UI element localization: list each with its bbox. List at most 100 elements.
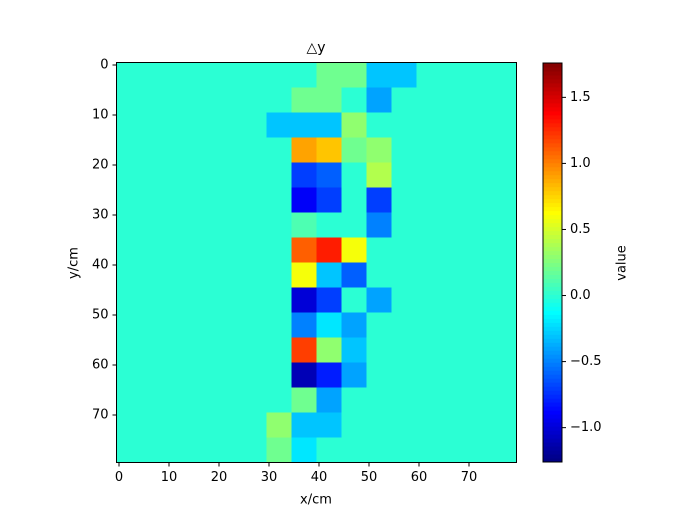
colorbar-step: [543, 70, 562, 76]
colorbar-step: [543, 390, 562, 395]
heatmap-cell: [291, 412, 317, 438]
colorbar-step: [543, 230, 562, 236]
heatmap-cell: [191, 387, 217, 413]
heatmap-cell: [366, 162, 392, 188]
heatmap-cell: [166, 162, 192, 188]
colorbar-step: [543, 282, 562, 287]
colorbar-step: [543, 150, 562, 156]
colorbar-step: [543, 190, 562, 196]
heatmap-cell: [216, 337, 242, 363]
colorbar-step: [543, 406, 562, 411]
x-tick-label: 0: [115, 470, 123, 485]
heatmap-cell: [441, 262, 467, 288]
heatmap-cell: [141, 312, 167, 338]
heatmap-cell: [116, 312, 142, 338]
heatmap-cell: [141, 387, 167, 413]
heatmap-cell: [466, 87, 492, 113]
colorbar-step: [543, 422, 562, 427]
heatmap-cell: [166, 237, 192, 263]
colorbar-step: [543, 174, 562, 180]
heatmap-cell: [391, 62, 417, 88]
heatmap-cell: [366, 337, 392, 363]
colorbar-step: [543, 242, 562, 248]
heatmap-cell: [416, 162, 442, 188]
heatmap-cell: [266, 62, 292, 88]
heatmap-cell: [266, 137, 292, 163]
heatmap-cell: [266, 412, 292, 438]
heatmap-cell: [491, 212, 517, 238]
heatmap-cell: [441, 237, 467, 263]
heatmap-cell: [216, 437, 242, 463]
heatmap-cell: [216, 137, 242, 163]
y-tick-label: 20: [92, 158, 109, 173]
colorbar-step: [543, 142, 562, 148]
colorbar-step: [543, 154, 562, 160]
heatmap-cell: [391, 287, 417, 313]
colorbar-step: [543, 198, 562, 204]
heatmap-cell: [291, 87, 317, 113]
colorbar-tick-label: 0.0: [570, 288, 591, 303]
colorbar-step: [543, 322, 562, 327]
heatmap-cell: [116, 137, 142, 163]
heatmap-cell: [366, 412, 392, 438]
colorbar-step: [543, 86, 562, 92]
colorbar-step: [543, 234, 562, 240]
heatmap-cell: [166, 362, 192, 388]
heatmap-cell: [391, 412, 417, 438]
heatmap-cell: [391, 212, 417, 238]
heatmap-cell: [166, 212, 192, 238]
colorbar-step: [543, 418, 562, 423]
heatmap-cell: [441, 62, 467, 88]
heatmap-cell: [391, 137, 417, 163]
heatmap-cell: [466, 312, 492, 338]
heatmap-cell: [191, 62, 217, 88]
heatmap-cell: [241, 337, 267, 363]
heatmap-cell: [341, 387, 367, 413]
heatmap-cell: [191, 412, 217, 438]
colorbar-step: [543, 294, 562, 299]
heatmap-cell: [291, 337, 317, 363]
colorbar-step: [543, 63, 562, 68]
heatmap-cell: [166, 312, 192, 338]
heatmap-cell: [366, 87, 392, 113]
heatmap-cell: [241, 262, 267, 288]
heatmap-cell: [166, 412, 192, 438]
heatmap-cell: [116, 412, 142, 438]
colorbar-step: [543, 262, 562, 267]
colorbar-step: [543, 290, 562, 295]
heatmap-cell: [366, 437, 392, 463]
colorbar-tick-label: 1.0: [570, 156, 591, 171]
heatmap-cell: [191, 337, 217, 363]
heatmap-cell: [166, 62, 192, 88]
colorbar-step: [543, 238, 562, 244]
heatmap-cell: [391, 312, 417, 338]
colorbar-step: [543, 374, 562, 379]
heatmap-cell: [341, 237, 367, 263]
heatmap-cell: [141, 187, 167, 213]
heatmap-cell: [216, 262, 242, 288]
heatmap-cell: [491, 187, 517, 213]
heatmap-cell: [166, 187, 192, 213]
colorbar-step: [543, 126, 562, 132]
heatmap-cell: [166, 137, 192, 163]
heatmap-cell: [266, 287, 292, 313]
colorbar-step: [543, 218, 562, 224]
colorbar-step: [543, 366, 562, 371]
colorbar-step: [543, 342, 562, 347]
heatmap-cell: [391, 262, 417, 288]
heatmap-cell: [116, 287, 142, 313]
heatmap-cell: [266, 437, 292, 463]
heatmap-cell: [191, 237, 217, 263]
heatmap-cell: [416, 137, 442, 163]
heatmap-cell: [466, 362, 492, 388]
heatmap-cell: [191, 437, 217, 463]
colorbar-step: [543, 314, 562, 319]
heatmap-cell: [216, 287, 242, 313]
colorbar-step: [543, 166, 562, 172]
heatmap-cell: [241, 412, 267, 438]
colorbar-step: [543, 74, 562, 80]
y-tick-label: 10: [92, 108, 109, 123]
colorbar-step: [543, 278, 562, 283]
heatmap-cell: [241, 287, 267, 313]
colorbar-step: [543, 386, 562, 391]
